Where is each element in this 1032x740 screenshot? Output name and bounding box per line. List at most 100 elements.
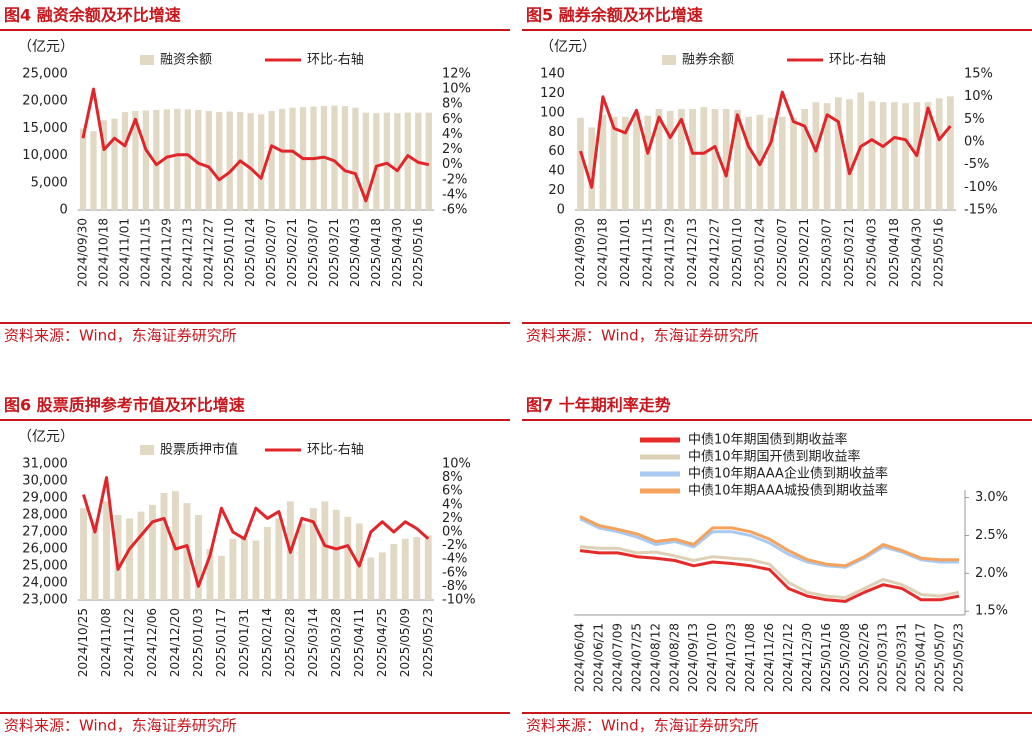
- y-tick-label: 20: [548, 183, 565, 198]
- y2-tick-label: 0%: [442, 525, 463, 540]
- bar: [257, 114, 265, 210]
- x-tick-label: 2025/04/18: [369, 218, 383, 287]
- y2-tick-label: 2%: [442, 142, 463, 157]
- legend-label: 环比-右轴: [829, 53, 886, 68]
- x-tick-label: 2025/01/24: [752, 218, 766, 287]
- series-line: [579, 549, 960, 603]
- y-tick-label: 0: [60, 203, 68, 218]
- bar: [394, 113, 401, 210]
- x-tick-label: 2024/12/20: [168, 608, 182, 677]
- legend-label: 环比-右轴: [307, 443, 364, 458]
- bar: [935, 98, 943, 210]
- bar: [812, 102, 820, 210]
- y2-tick-label: -2%: [442, 172, 467, 187]
- x-tick-label: 2025/05/23: [952, 623, 966, 692]
- x-tick-label: 2025/04/03: [864, 218, 878, 287]
- y-tick-label: 27,000: [22, 525, 68, 540]
- x-tick-label: 2025/02/21: [285, 218, 299, 287]
- bar: [80, 508, 87, 600]
- y-tick-label: 25,000: [22, 67, 68, 82]
- y-tick-label: 10,000: [22, 148, 68, 163]
- bar: [666, 110, 674, 210]
- x-tick-label: 2025/03/21: [842, 218, 856, 287]
- x-tick-label: 2024/11/08: [99, 608, 113, 677]
- x-tick-label: 2025/04/30: [909, 218, 923, 287]
- x-tick-label: 2024/09/30: [76, 218, 90, 287]
- bar: [924, 102, 932, 210]
- bar: [868, 101, 876, 210]
- bar: [352, 107, 359, 210]
- bar: [321, 501, 329, 600]
- bar: [378, 552, 386, 600]
- x-tick-label: 2024/10/23: [724, 623, 738, 692]
- bar: [103, 501, 110, 600]
- bar: [373, 113, 380, 210]
- y2-tick-label: 6%: [442, 112, 463, 127]
- bar: [331, 105, 338, 210]
- x-tick-label: 2024/11/15: [640, 218, 654, 287]
- bar: [100, 120, 108, 210]
- bar: [160, 492, 168, 600]
- x-tick-label: 2024/10/25: [76, 608, 90, 677]
- y2-tick-label: 10%: [442, 457, 471, 472]
- bar: [174, 108, 181, 210]
- x-tick-label: 2024/11/01: [618, 218, 632, 287]
- chart-title: 图5 融券余额及环比增速: [526, 6, 703, 25]
- legend-label: 融资余额: [160, 52, 212, 68]
- bar: [289, 107, 296, 210]
- y-axis-unit: （亿元）: [540, 39, 596, 55]
- bar: [823, 103, 831, 210]
- x-tick-label: 2025/03/28: [329, 608, 343, 677]
- y-tick-label: 20,000: [22, 94, 68, 109]
- x-tick-label: 2025/04/03: [348, 218, 362, 287]
- x-tick-label: 2025/01/10: [730, 218, 744, 287]
- bar: [890, 102, 898, 210]
- x-tick-label: 2024/08/12: [648, 623, 662, 692]
- y2-tick-label: -6%: [442, 565, 467, 580]
- bar: [278, 108, 286, 210]
- y2-tick-label: 8%: [442, 470, 463, 485]
- y2-tick-label: 4%: [442, 127, 463, 142]
- y-tick-label: 23,000: [22, 593, 68, 608]
- bar: [644, 115, 652, 210]
- y-tick-label: 26,000: [22, 542, 68, 557]
- bar: [216, 112, 223, 210]
- y2-tick-label: -4%: [442, 552, 467, 567]
- x-tick-label: 2025/03/07: [820, 218, 834, 287]
- x-tick-label: 2024/11/26: [762, 623, 776, 692]
- y-tick-label: 5,000: [31, 175, 68, 190]
- y-tick-label: 29,000: [22, 491, 68, 506]
- x-tick-label: 2025/04/11: [352, 608, 366, 677]
- x-tick-label: 2024/12/27: [201, 218, 215, 287]
- bar: [947, 96, 954, 210]
- bar: [263, 526, 271, 600]
- source-note: 资料来源：Wind，东海证券研究所: [4, 327, 237, 345]
- legend-label: 中债10年期国债到期收益率: [688, 432, 848, 448]
- bar: [621, 116, 629, 210]
- bar: [425, 112, 432, 210]
- y-tick-label: 40: [548, 164, 565, 179]
- x-tick-label: 2025/01/17: [214, 608, 228, 677]
- x-tick-label: 2025/02/07: [264, 218, 278, 287]
- bar: [126, 518, 133, 600]
- series-line: [81, 87, 430, 203]
- bar: [275, 518, 283, 600]
- bar: [734, 109, 741, 210]
- x-tick-label: 2025/01/03: [191, 608, 205, 677]
- source-note: 资料来源：Wind，东海证券研究所: [526, 327, 759, 345]
- bar: [79, 128, 87, 210]
- y-tick-label: 25,000: [22, 559, 68, 574]
- y2-tick-label: 4%: [442, 497, 463, 512]
- bar: [121, 112, 129, 210]
- bar: [183, 503, 191, 600]
- y-tick-label: 60: [548, 144, 565, 159]
- x-tick-label: 2024/11/08: [743, 623, 757, 692]
- x-tick-label: 2024/12/06: [145, 608, 159, 677]
- y-tick-label: 31,000: [22, 457, 68, 472]
- bar: [367, 557, 375, 600]
- x-tick-label: 2024/10/18: [96, 218, 110, 287]
- bar: [332, 509, 340, 600]
- y-tick-label: 3.0%: [975, 490, 1008, 505]
- bar: [689, 108, 696, 210]
